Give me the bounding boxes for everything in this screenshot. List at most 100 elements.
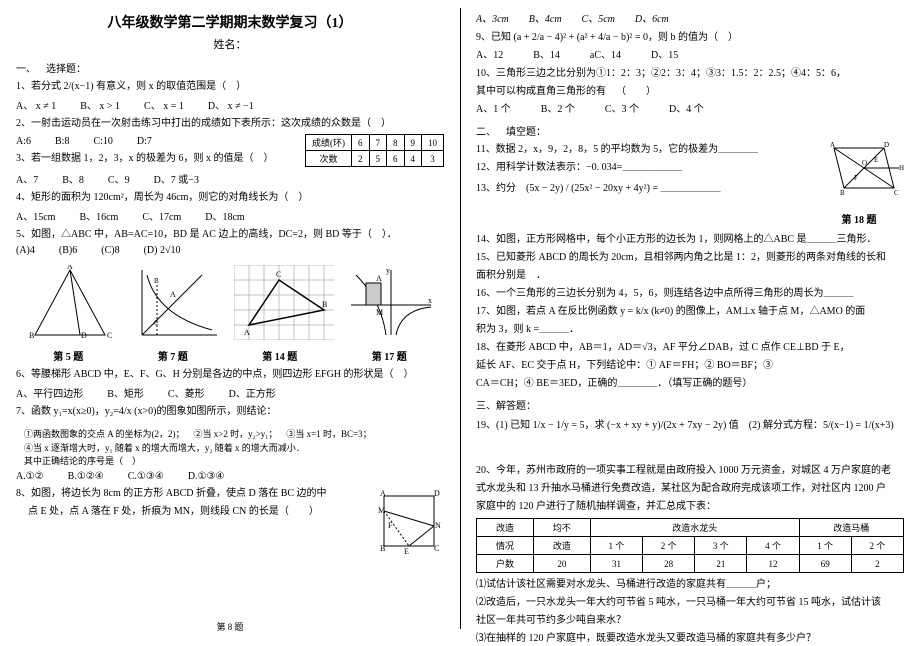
q10b: 其中可以构成直角三角形的有 （ ） bbox=[476, 84, 904, 99]
svg-text:F: F bbox=[854, 174, 858, 182]
svg-text:O: O bbox=[862, 159, 867, 167]
cap: 第 5 题 bbox=[53, 348, 83, 363]
fig-q8: A D B C M N E F bbox=[374, 486, 444, 559]
svg-text:B: B bbox=[154, 277, 159, 285]
opt: C:10 bbox=[93, 136, 112, 147]
svg-text:A: A bbox=[830, 141, 835, 149]
svg-text:A: A bbox=[170, 290, 176, 299]
opt: (C)8 bbox=[101, 245, 119, 256]
q7c: 其中正确结论的序号是（ ） bbox=[24, 455, 444, 469]
opt: D、正方形 bbox=[229, 385, 276, 400]
q1-options: A、 x ≠ 1 B、 x > 1 C、 x = 1 D、 x ≠ −1 bbox=[16, 97, 444, 112]
cap18: 第 18 题 bbox=[814, 211, 904, 226]
opt: A、平行四边形 bbox=[16, 385, 83, 400]
td: 28 bbox=[643, 555, 695, 573]
th: 4 个 bbox=[747, 537, 799, 555]
th: 6 bbox=[352, 135, 370, 151]
fig-q18: A D B C O H E F 第 18 题 bbox=[814, 138, 904, 226]
svg-text:C: C bbox=[276, 270, 281, 279]
q9opts: A、12 B、14 aC、14 D、15 bbox=[476, 48, 904, 63]
opt: D、 x ≠ −1 bbox=[208, 97, 254, 112]
page-title: 八年级数学第二学期期末数学复习（1） bbox=[16, 12, 444, 32]
opt: (A)4 bbox=[16, 245, 35, 256]
th: 8 bbox=[387, 135, 405, 151]
th: 7 bbox=[369, 135, 387, 151]
opt: A、15cm bbox=[16, 208, 55, 223]
td: 20 bbox=[533, 555, 590, 573]
opt: B:8 bbox=[55, 136, 69, 147]
svg-text:H: H bbox=[899, 164, 904, 172]
opt: B、16cm bbox=[79, 208, 118, 223]
q20q2: ⑵改造后，一只水龙头一年大约可节省 5 吨水，一只马桶一年大约可节省 15 吨水… bbox=[476, 595, 904, 610]
opt: C、 x = 1 bbox=[144, 97, 184, 112]
cap: 第 14 题 bbox=[262, 348, 297, 363]
q9: 9、已知 (a + 2/a − 4)² + (a² + 4/a − b)² = … bbox=[476, 30, 904, 45]
survey-table: 改造 均不 改造水龙头 改造马桶 情况 改造 1 个 2 个 3 个 4 个 1… bbox=[476, 518, 904, 573]
th: 成绩(环) bbox=[306, 135, 352, 151]
q20q3: ⑶在抽样的 120 户家庭中，既要改造水龙头又要改造马桶的家庭共有多少户？ bbox=[476, 631, 904, 646]
th: 改造 bbox=[533, 537, 590, 555]
q7a: ①两函数图象的交点 A 的坐标为(2，2)； ②当 x>2 时，y₂>y₁； ③… bbox=[24, 428, 444, 442]
svg-text:C: C bbox=[154, 319, 159, 327]
th: 2 个 bbox=[643, 537, 695, 555]
opt: B、矩形 bbox=[107, 385, 144, 400]
svg-text:M: M bbox=[376, 308, 383, 317]
th: 情况 bbox=[477, 537, 534, 555]
opt: C、17cm bbox=[142, 208, 181, 223]
opt: D、18cm bbox=[205, 208, 244, 223]
fig-q5: A B C D bbox=[20, 262, 120, 342]
svg-text:N: N bbox=[435, 521, 441, 530]
captions: 第 5 题 第 7 题 第 14 题 第 17 题 bbox=[16, 348, 444, 363]
q4-options: A、15cm B、16cm C、17cm D、18cm bbox=[16, 208, 444, 223]
q17: 17、如图，若点 A 在反比例函数 y = k/x (k≠0) 的图像上，AM⊥… bbox=[476, 304, 904, 319]
r-opts: A、3cm B、4cm C、5cm D、6cm bbox=[476, 12, 904, 27]
score-table: 成绩(环) 6 7 8 9 10 次数 2 5 6 4 3 bbox=[305, 134, 444, 167]
th: 1 个 bbox=[590, 537, 642, 555]
svg-text:D: D bbox=[434, 489, 440, 498]
td: 3 bbox=[422, 151, 444, 167]
td: 12 bbox=[747, 555, 799, 573]
td: 31 bbox=[590, 555, 642, 573]
q14: 14、如图，正方形网格中，每个小正方形的边长为 1，则网格上的△ABC 是＿＿＿… bbox=[476, 232, 904, 247]
td: 5 bbox=[369, 151, 387, 167]
fig-q14: A B C bbox=[234, 262, 334, 342]
td: 4 bbox=[404, 151, 422, 167]
q4: 4、矩形的面积为 120cm²，周长为 46cm，则它的对角线长为（ ） bbox=[16, 190, 444, 205]
footer-label: 第 8 题 bbox=[0, 620, 460, 633]
svg-text:B: B bbox=[380, 544, 385, 553]
opt: A:6 bbox=[16, 136, 31, 147]
fig-q17: A M x y bbox=[341, 262, 441, 342]
opt: B.①②④ bbox=[68, 471, 104, 482]
q7: 7、函数 y₁=x(x≥0)，y₂=4/x (x>0)的图象如图所示，则结论： bbox=[16, 404, 444, 419]
opt: C.①③④ bbox=[128, 471, 164, 482]
q18c: CA＝CH；④ BE＝3ED，正确的＿＿＿＿．（填写正确的题号） bbox=[476, 376, 904, 391]
svg-text:C: C bbox=[434, 544, 439, 553]
th: 改造水龙头 bbox=[590, 519, 799, 537]
th: 3 个 bbox=[695, 537, 747, 555]
q7b: ④当 x 逐渐增大时，y₁ 随着 x 的增大而增大，y₂ 随着 x 的增大而减小… bbox=[24, 442, 444, 456]
q7-options: A.①② B.①②④ C.①③④ D.①③④ bbox=[16, 471, 444, 482]
th: 9 bbox=[404, 135, 422, 151]
td: 户数 bbox=[477, 555, 534, 573]
svg-text:B: B bbox=[29, 331, 34, 340]
q10: 10、三角形三边之比分别为①1：2：3；②2：3：4；③3：1.5：2：2.5；… bbox=[476, 66, 904, 81]
th: 均不 bbox=[533, 519, 590, 537]
q16: 16、一个三角形的三边长分别为 4，5，6，则连结各边中点所得三角形的周长为＿＿… bbox=[476, 286, 904, 301]
th: 改造 bbox=[477, 519, 534, 537]
q19: 19、(1) 已知 1/x − 1/y = 5，求 (−x + xy + y)/… bbox=[476, 418, 904, 433]
opt: A.①② bbox=[16, 471, 44, 482]
q20: 20、今年，苏州市政府的一项实事工程就是由政府投入 1000 万元资金，对城区 … bbox=[476, 463, 904, 478]
opt: B、8 bbox=[62, 171, 84, 186]
svg-text:E: E bbox=[404, 547, 409, 556]
svg-text:D: D bbox=[884, 141, 889, 149]
name-label: 姓名： bbox=[16, 36, 444, 52]
td: 2 bbox=[352, 151, 370, 167]
opt: C、菱形 bbox=[168, 385, 205, 400]
svg-text:D: D bbox=[81, 331, 87, 340]
opt: B、 x > 1 bbox=[80, 97, 120, 112]
svg-text:F: F bbox=[388, 521, 393, 530]
q2-options: A:6 B:8 C:10 D:7 bbox=[16, 136, 299, 147]
svg-text:C: C bbox=[894, 189, 899, 197]
th: 10 bbox=[422, 135, 444, 151]
td: 69 bbox=[799, 555, 851, 573]
